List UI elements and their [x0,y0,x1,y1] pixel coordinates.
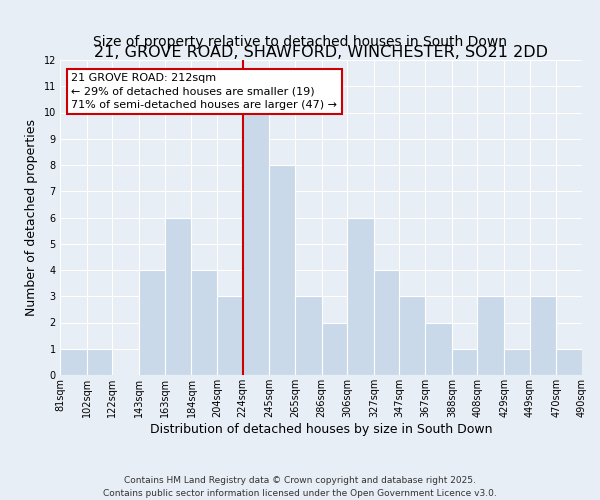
Title: 21, GROVE ROAD, SHAWFORD, WINCHESTER, SO21 2DD: 21, GROVE ROAD, SHAWFORD, WINCHESTER, SO… [94,45,548,60]
Bar [478,296,504,375]
Bar [322,322,347,375]
Y-axis label: Number of detached properties: Number of detached properties [25,119,38,316]
Bar [217,296,242,375]
X-axis label: Distribution of detached houses by size in South Down: Distribution of detached houses by size … [150,422,492,436]
Text: Contains HM Land Registry data © Crown copyright and database right 2025.
Contai: Contains HM Land Registry data © Crown c… [103,476,497,498]
Bar [374,270,400,375]
Text: Size of property relative to detached houses in South Down: Size of property relative to detached ho… [93,35,507,49]
Bar [295,296,322,375]
Bar [556,349,582,375]
Bar [347,218,374,375]
Bar [87,349,112,375]
Bar [530,296,556,375]
Text: 21 GROVE ROAD: 212sqm
← 29% of detached houses are smaller (19)
71% of semi-deta: 21 GROVE ROAD: 212sqm ← 29% of detached … [71,73,337,110]
Bar [242,112,269,375]
Bar [504,349,530,375]
Bar [425,322,452,375]
Bar [452,349,478,375]
Bar [269,165,295,375]
Bar [400,296,425,375]
Bar [60,349,87,375]
Bar [164,218,191,375]
Bar [191,270,217,375]
Bar [139,270,164,375]
